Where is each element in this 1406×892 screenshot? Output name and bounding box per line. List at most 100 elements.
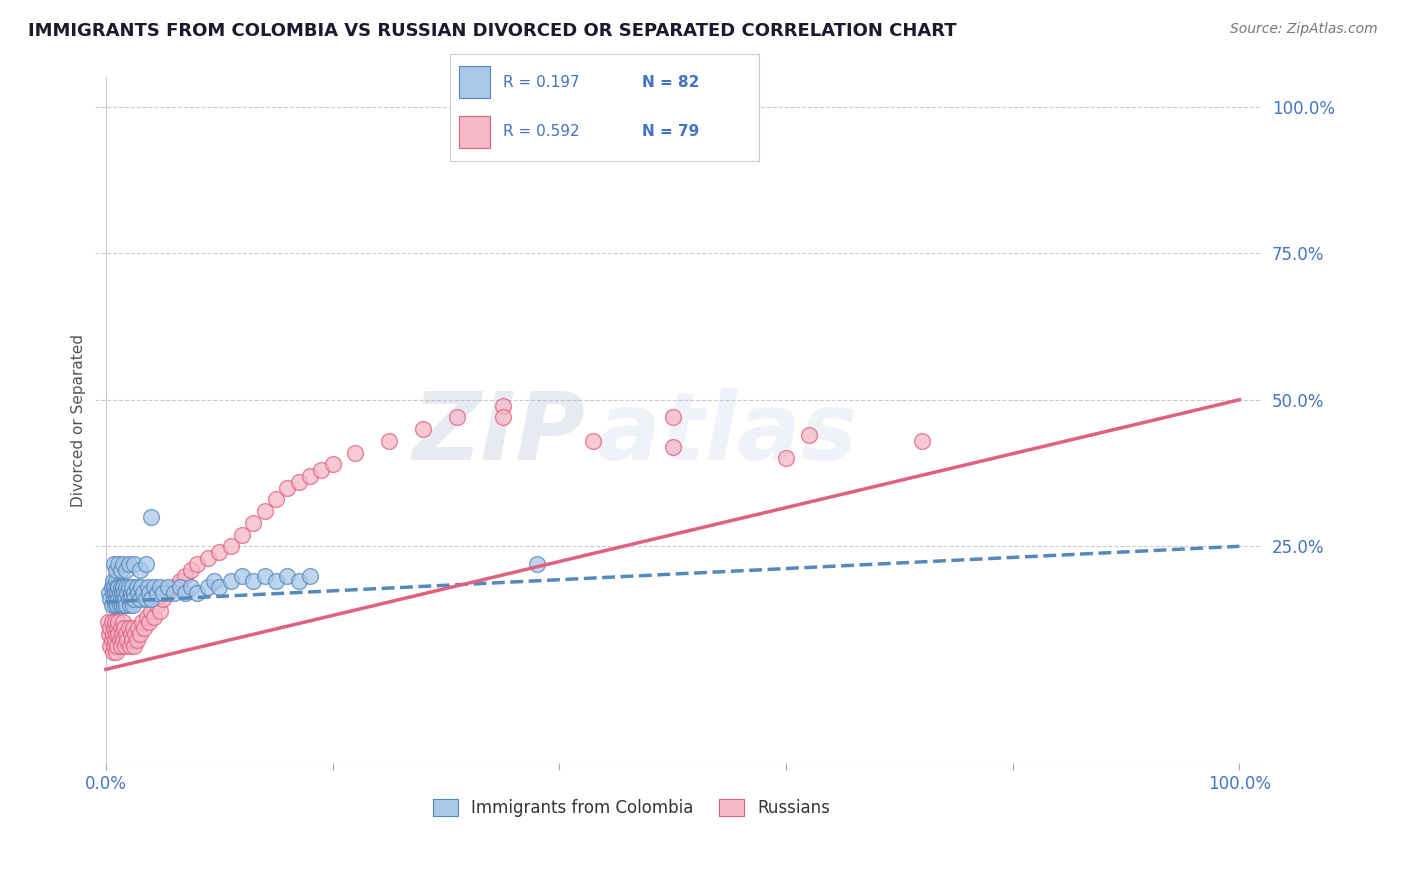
Point — [101, 574, 124, 589]
Point — [105, 639, 128, 653]
Text: N = 79: N = 79 — [641, 124, 699, 139]
Point — [103, 580, 125, 594]
Point — [110, 592, 132, 607]
Point — [322, 457, 344, 471]
Point — [101, 645, 124, 659]
Point — [661, 440, 683, 454]
Point — [911, 434, 934, 448]
Point — [122, 621, 145, 635]
Point — [141, 592, 163, 607]
Point — [112, 621, 135, 635]
Point — [100, 580, 122, 594]
Point — [107, 615, 129, 630]
Point — [111, 592, 134, 607]
Point — [491, 399, 513, 413]
Point — [132, 586, 155, 600]
Point — [120, 586, 142, 600]
Point — [97, 615, 120, 630]
Point — [208, 580, 231, 594]
Point — [138, 586, 160, 600]
Point — [125, 580, 148, 594]
Point — [104, 633, 127, 648]
Point — [103, 621, 125, 635]
Point — [253, 568, 276, 582]
Text: Source: ZipAtlas.com: Source: ZipAtlas.com — [1230, 22, 1378, 37]
Point — [112, 586, 135, 600]
Point — [105, 627, 128, 641]
Point — [100, 639, 122, 653]
Point — [526, 557, 548, 571]
Point — [110, 563, 132, 577]
Point — [104, 615, 127, 630]
Point — [118, 598, 141, 612]
Text: atlas: atlas — [596, 388, 858, 480]
Point — [122, 598, 145, 612]
Point — [231, 527, 253, 541]
Point — [125, 633, 148, 648]
Point — [149, 580, 172, 594]
Y-axis label: Divorced or Separated: Divorced or Separated — [72, 334, 86, 507]
Point — [276, 481, 298, 495]
Point — [120, 592, 142, 607]
Point — [105, 580, 128, 594]
Point — [108, 598, 131, 612]
Point — [111, 557, 134, 571]
Point — [101, 586, 124, 600]
Point — [129, 580, 152, 594]
Point — [111, 598, 134, 612]
Point — [115, 627, 138, 641]
Point — [661, 410, 683, 425]
Text: ZIP: ZIP — [412, 388, 585, 480]
Point — [114, 592, 136, 607]
Point — [169, 580, 191, 594]
Point — [146, 586, 169, 600]
Point — [491, 410, 513, 425]
Point — [157, 580, 180, 594]
Point — [186, 557, 208, 571]
Point — [180, 580, 202, 594]
Point — [142, 609, 165, 624]
Point — [253, 504, 276, 518]
Point — [111, 615, 134, 630]
Point — [120, 627, 142, 641]
Text: R = 0.592: R = 0.592 — [502, 124, 579, 139]
Point — [103, 639, 125, 653]
Point — [105, 563, 128, 577]
Point — [111, 633, 134, 648]
Point — [287, 574, 309, 589]
Point — [180, 563, 202, 577]
Point — [103, 557, 125, 571]
Point — [110, 639, 132, 653]
Point — [446, 410, 468, 425]
Point — [152, 592, 174, 607]
Point — [117, 580, 139, 594]
Point — [141, 604, 163, 618]
Bar — [460, 116, 491, 148]
Point — [141, 510, 163, 524]
Point — [111, 627, 134, 641]
Point — [104, 586, 127, 600]
Point — [115, 580, 138, 594]
Point — [412, 422, 434, 436]
Legend: Immigrants from Colombia, Russians: Immigrants from Colombia, Russians — [426, 792, 837, 823]
Point — [115, 563, 138, 577]
Point — [98, 627, 121, 641]
Point — [105, 621, 128, 635]
Text: IMMIGRANTS FROM COLOMBIA VS RUSSIAN DIVORCED OR SEPARATED CORRELATION CHART: IMMIGRANTS FROM COLOMBIA VS RUSSIAN DIVO… — [28, 22, 956, 40]
Point — [157, 586, 180, 600]
Point — [163, 580, 186, 594]
Point — [208, 545, 231, 559]
Point — [105, 645, 128, 659]
Point — [117, 557, 139, 571]
Point — [117, 586, 139, 600]
Point — [98, 586, 121, 600]
Point — [117, 633, 139, 648]
Point — [264, 492, 287, 507]
Point — [110, 580, 132, 594]
Point — [135, 609, 157, 624]
Point — [122, 586, 145, 600]
Point — [131, 615, 153, 630]
Point — [242, 516, 264, 530]
Point — [202, 574, 225, 589]
Point — [108, 633, 131, 648]
